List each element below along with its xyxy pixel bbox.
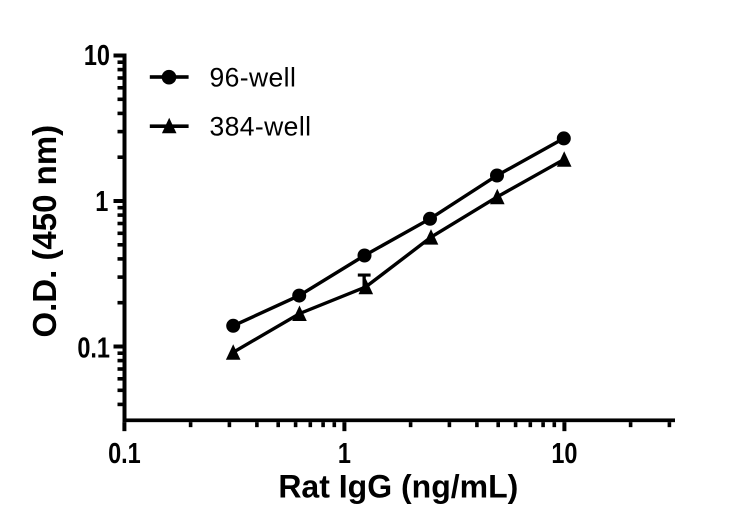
svg-text:10: 10 (551, 437, 577, 470)
svg-text:1: 1 (338, 437, 351, 470)
svg-text:96-well: 96-well (210, 63, 297, 93)
svg-text:0.1: 0.1 (108, 437, 141, 470)
svg-text:10: 10 (84, 39, 110, 72)
svg-text:Rat IgG (ng/mL): Rat IgG (ng/mL) (278, 469, 518, 505)
svg-text:0.1: 0.1 (77, 331, 110, 364)
svg-text:1: 1 (95, 185, 108, 218)
svg-text:O.D. (450 nm): O.D. (450 nm) (26, 125, 63, 338)
svg-text:384-well: 384-well (210, 111, 312, 141)
